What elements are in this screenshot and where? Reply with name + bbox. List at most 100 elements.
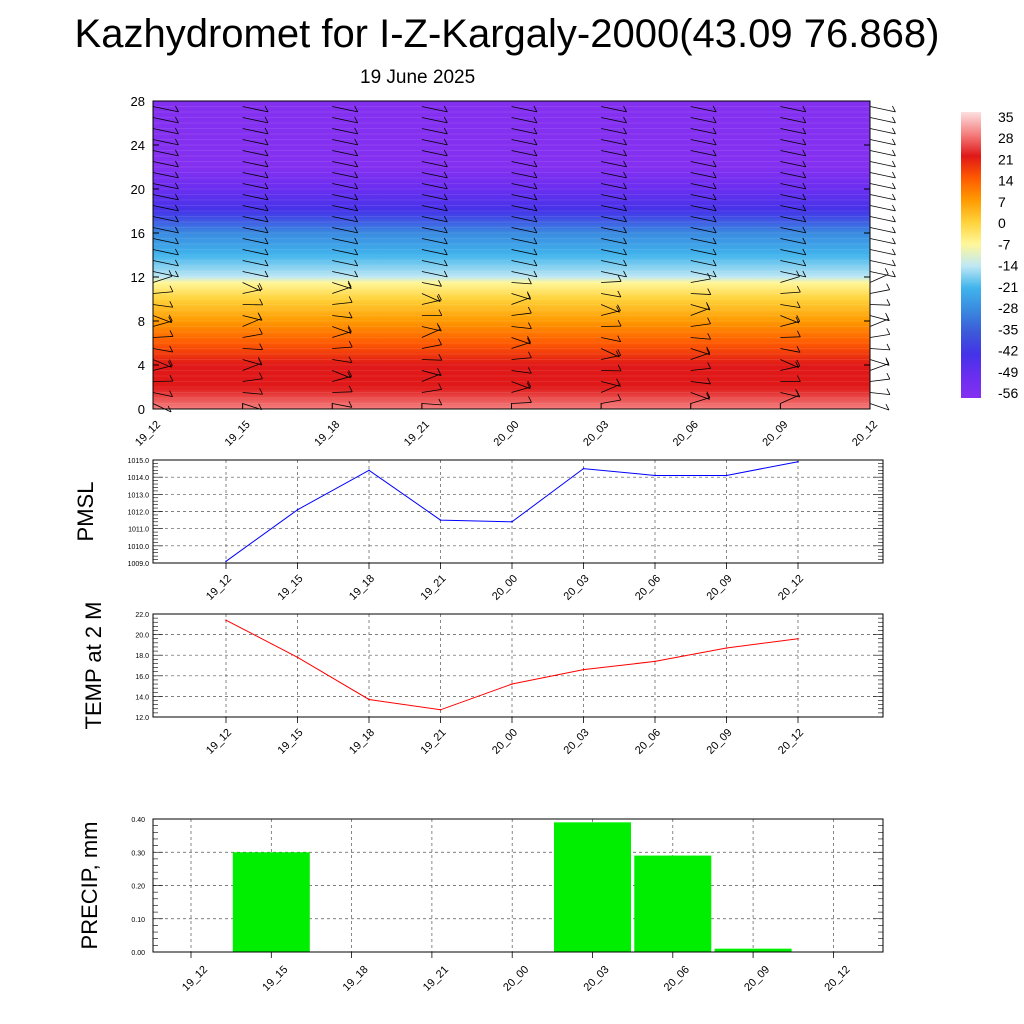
wind-barb	[332, 359, 353, 364]
wind-barbs	[152, 105, 896, 413]
wind-barb	[511, 139, 538, 146]
temp-panel: 12.0 14.0 16.0 18.0 20.0 22.0 19_12 19_15 19_18 1…	[81, 602, 884, 757]
data-point	[296, 656, 299, 659]
wind-barb	[152, 216, 179, 223]
wind-barb	[332, 370, 351, 379]
wind-barb-feather	[169, 374, 174, 382]
colorbar-label: 35	[998, 109, 1014, 125]
wind-barb	[242, 183, 269, 190]
wind-barb-feather	[712, 171, 717, 179]
colorbar-label: 0	[998, 215, 1006, 231]
wind-barb-feather	[438, 324, 442, 332]
x-tick-label: 20_06	[633, 727, 663, 757]
wind-barb-feather	[443, 160, 448, 168]
wind-barb-feather	[712, 160, 717, 168]
x-tick-label: 20_09	[705, 573, 735, 603]
wind-barb-feather	[175, 226, 179, 234]
wind-barb-feather	[443, 215, 448, 223]
wind-barb	[690, 205, 717, 212]
wind-barb	[511, 106, 538, 113]
wind-barb-feather	[527, 306, 532, 314]
colorbar-label: -42	[998, 343, 1018, 359]
x-tick-label: 20_06	[662, 964, 692, 994]
wind-barb	[511, 381, 531, 390]
wind-barb-feather	[802, 160, 807, 168]
wind-barb-feather	[438, 398, 443, 406]
wind-barb-feather	[354, 160, 359, 168]
precip-bar	[232, 852, 310, 952]
y-tick-label: 8	[138, 314, 145, 329]
wind-barb-feather	[264, 259, 269, 267]
wind-barb-feather	[354, 259, 359, 267]
wind-barb	[332, 150, 358, 157]
wind-barb	[421, 344, 442, 349]
wind-barb-feather	[533, 226, 538, 234]
wind-barb-feather	[169, 285, 174, 292]
wind-barb	[421, 161, 448, 168]
wind-barb-feather	[354, 171, 359, 179]
wind-barb	[152, 249, 179, 256]
x-tick-label: 20_09	[742, 964, 772, 994]
wind-barb	[242, 260, 269, 267]
wind-barb	[152, 271, 179, 278]
wind-barb-feather	[533, 270, 538, 278]
wind-barb	[600, 384, 620, 393]
colorbar-label: -56	[998, 385, 1018, 401]
wind-barb	[242, 227, 269, 234]
wind-barb	[511, 161, 538, 168]
wind-barb-feather	[169, 301, 174, 308]
cross-section-panel: 0 4 8 12 16 20 24 28 19_12 19_15 19_18 19_21 20_00 20…	[131, 94, 896, 449]
data-point	[725, 474, 728, 477]
wind-barb	[601, 238, 627, 245]
wind-barb-feather	[885, 357, 890, 364]
y-tick-label: 0.40	[131, 817, 145, 824]
wind-barb-feather	[623, 171, 627, 179]
wind-barb	[242, 282, 261, 292]
wind-barb	[242, 249, 269, 256]
wind-barb	[780, 359, 799, 369]
wind-barb	[690, 348, 710, 356]
x-tick-label: 19_18	[347, 727, 377, 757]
wind-barb-feather	[712, 149, 717, 157]
wind-barb	[780, 249, 806, 256]
wind-barb-feather	[168, 361, 172, 368]
data-point	[439, 708, 442, 711]
wind-barb	[690, 323, 711, 327]
wind-barb	[780, 216, 806, 223]
wind-barb-feather	[348, 340, 353, 348]
cross-section-field	[153, 101, 870, 409]
wind-barb-feather	[264, 215, 269, 223]
wind-barb	[421, 328, 441, 338]
wind-barb-feather	[707, 362, 711, 369]
wind-barb-feather	[623, 237, 627, 245]
wind-barb	[332, 403, 352, 408]
wind-barb-feather	[443, 248, 448, 256]
wind-barb	[690, 227, 717, 234]
wind-barb-feather	[348, 325, 352, 332]
wind-barb	[869, 205, 896, 212]
wind-barb	[511, 297, 531, 305]
wind-barb	[242, 128, 269, 135]
x-tick-label: 20_06	[633, 573, 663, 603]
precip-bar	[714, 948, 792, 952]
wind-barb-feather	[712, 237, 717, 245]
wind-barb	[780, 172, 806, 179]
wind-barb-feather	[892, 204, 896, 212]
wind-barb-feather	[712, 226, 717, 234]
y-tick-label: 4	[138, 358, 145, 373]
y-tick-label: 12.0	[135, 715, 149, 722]
wind-barb-feather	[175, 237, 179, 245]
wind-barb-feather	[443, 149, 448, 157]
wind-barb	[332, 227, 358, 234]
wind-barb	[152, 403, 172, 413]
wind-barb	[690, 139, 717, 146]
wind-barb	[690, 106, 717, 113]
wind-barb	[152, 359, 172, 368]
wind-barb-feather	[796, 285, 801, 293]
y-tick-label: 1014.0	[128, 475, 150, 482]
wind-barb-feather	[354, 193, 359, 201]
wind-barb-feather	[443, 127, 448, 135]
wind-barb	[242, 359, 262, 366]
wind-barb-feather	[348, 296, 353, 303]
